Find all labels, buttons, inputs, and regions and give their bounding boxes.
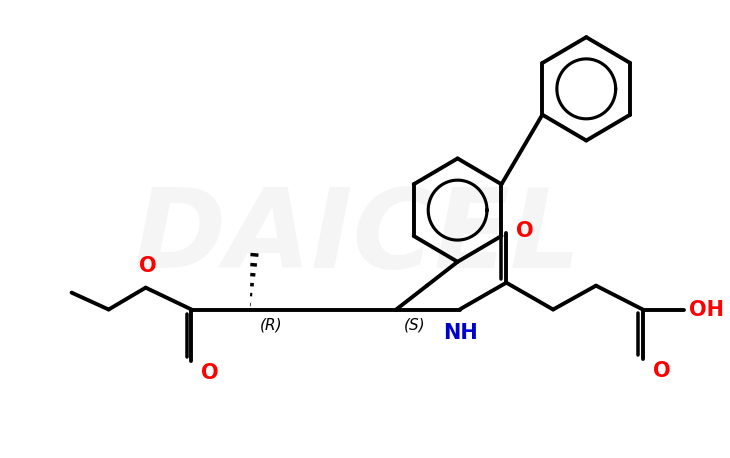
Text: O: O bbox=[516, 221, 534, 241]
Text: NH: NH bbox=[443, 323, 478, 344]
Text: (R): (R) bbox=[260, 317, 283, 333]
Text: DAICEL: DAICEL bbox=[134, 185, 581, 291]
Text: O: O bbox=[653, 361, 670, 381]
Text: OH: OH bbox=[688, 300, 723, 320]
Text: (S): (S) bbox=[404, 317, 426, 333]
Text: O: O bbox=[139, 256, 156, 276]
Text: O: O bbox=[201, 363, 219, 383]
